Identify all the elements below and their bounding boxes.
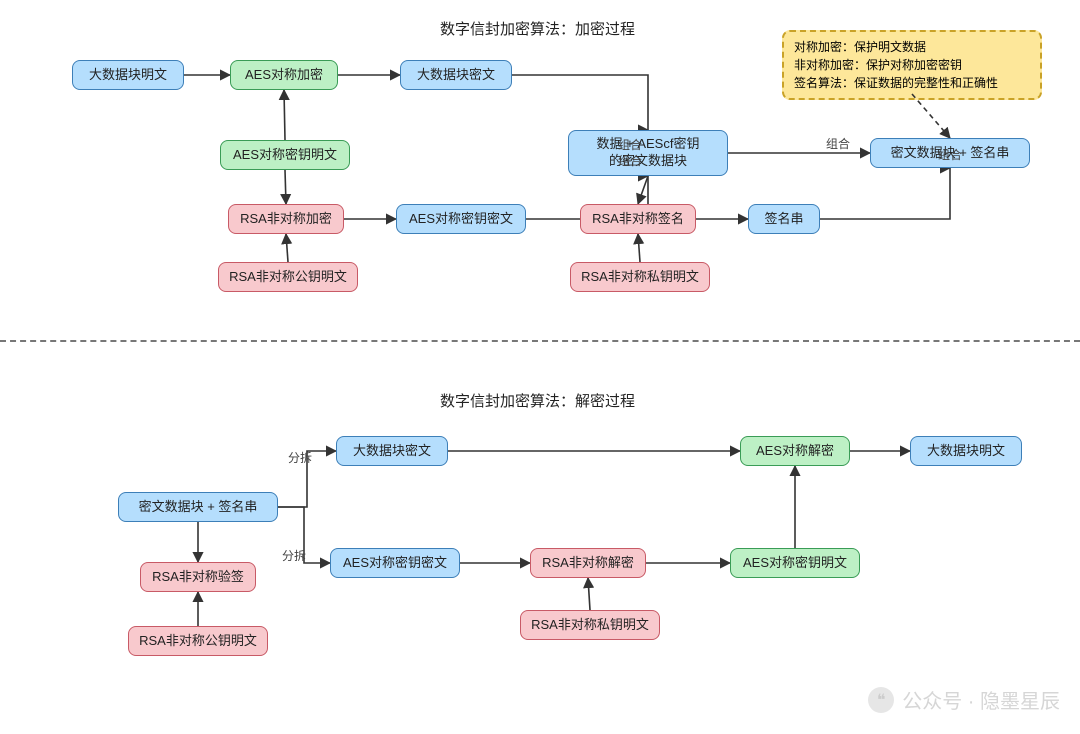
legend-line: 非对称加密：保护对称加密密钥 — [794, 56, 1030, 74]
node-d_plain: 大数据块明文 — [910, 436, 1022, 466]
edge-label: 组合 — [618, 136, 642, 153]
node-d_rsa_pub: RSA非对称公钥明文 — [128, 626, 268, 656]
edge — [285, 170, 286, 204]
node-e_cipher: 大数据块密文 — [400, 60, 512, 90]
edge — [588, 578, 590, 610]
edge — [638, 234, 640, 262]
node-d_rsa_verify: RSA非对称验签 — [140, 562, 256, 592]
node-d_cipher: 大数据块密文 — [336, 436, 448, 466]
diagram-canvas: 数字信封加密算法：加密过程 数字信封加密算法：解密过程 对称加密：保护明文数据 … — [0, 0, 1080, 734]
legend-line: 签名算法：保证数据的完整性和正确性 — [794, 74, 1030, 92]
node-d_aeskey_p: AES对称密钥明文 — [730, 548, 860, 578]
wechat-icon: ❝ — [868, 687, 894, 713]
edge — [638, 176, 648, 204]
node-d_packet: 密文数据块 + 签名串 — [118, 492, 278, 522]
edge-label: 组合 — [826, 135, 850, 152]
node-e_rsa_priv: RSA非对称私钥明文 — [570, 262, 710, 292]
node-e_sigstr: 签名串 — [748, 204, 820, 234]
node-e_rsa_sign: RSA非对称签名 — [580, 204, 696, 234]
edge — [820, 168, 950, 219]
edge — [286, 234, 288, 262]
node-e_rsa_enc: RSA非对称加密 — [228, 204, 344, 234]
edge-label: 分拆 — [288, 449, 312, 466]
edge-label: 组合 — [938, 146, 962, 163]
title-encrypt: 数字信封加密算法：加密过程 — [440, 18, 635, 39]
node-e_plain: 大数据块明文 — [72, 60, 184, 90]
edge-label: 组合 — [618, 152, 642, 169]
node-e_aeskey_c: AES对称密钥密文 — [396, 204, 526, 234]
section-divider — [0, 340, 1080, 342]
edge — [912, 94, 950, 138]
edge-label: 分拆 — [282, 547, 306, 564]
title-decrypt: 数字信封加密算法：解密过程 — [440, 390, 635, 411]
edge — [284, 90, 285, 140]
node-d_aes_dec: AES对称解密 — [740, 436, 850, 466]
legend-line: 对称加密：保护明文数据 — [794, 38, 1030, 56]
watermark-text: 公众号 · 隐墨星辰 — [902, 685, 1060, 714]
node-e_aes_enc: AES对称加密 — [230, 60, 338, 90]
node-e_aeskey_p: AES对称密钥明文 — [220, 140, 350, 170]
node-e_combined: 数据 + AEScf密钥 的密文数据块 — [568, 130, 728, 176]
legend-box: 对称加密：保护明文数据 非对称加密：保护对称加密密钥 签名算法：保证数据的完整性… — [782, 30, 1042, 100]
edge — [512, 75, 648, 130]
node-e_rsa_pub: RSA非对称公钥明文 — [218, 262, 358, 292]
node-d_rsa_dec: RSA非对称解密 — [530, 548, 646, 578]
node-d_aeskey_c: AES对称密钥密文 — [330, 548, 460, 578]
watermark: ❝ 公众号 · 隐墨星辰 — [868, 685, 1060, 714]
node-d_rsa_priv: RSA非对称私钥明文 — [520, 610, 660, 640]
